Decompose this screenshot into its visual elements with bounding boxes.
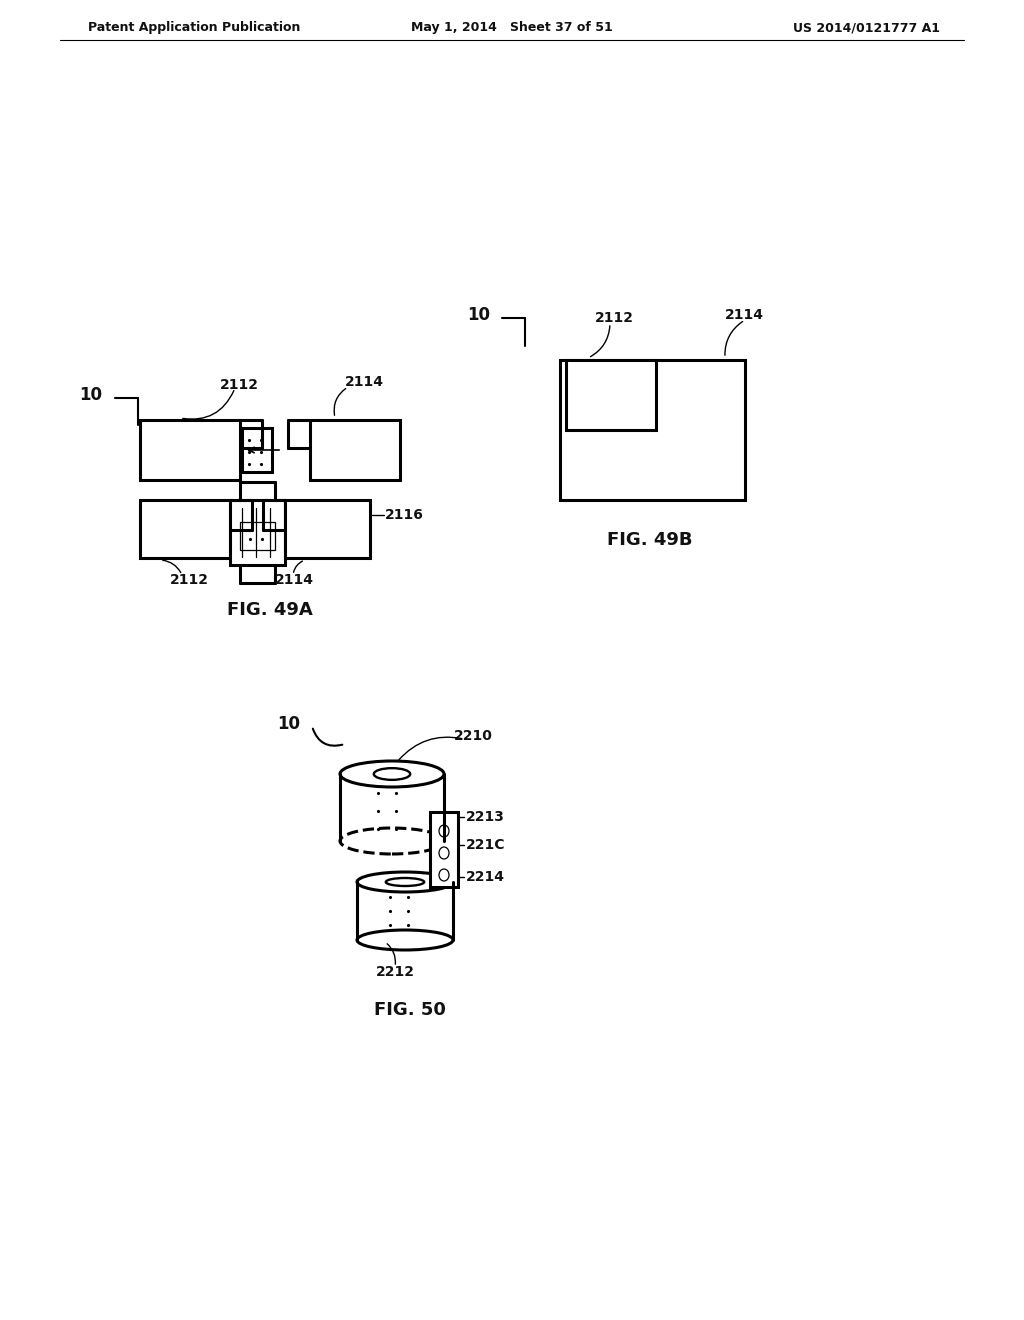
Text: 10: 10 — [467, 306, 490, 323]
Text: 2114: 2114 — [345, 375, 384, 389]
Text: US 2014/0121777 A1: US 2014/0121777 A1 — [793, 21, 940, 34]
Bar — [140, 500, 230, 558]
Bar — [240, 521, 275, 550]
Text: FIG. 49B: FIG. 49B — [607, 531, 693, 549]
Ellipse shape — [386, 878, 424, 886]
Text: 2213: 2213 — [466, 810, 505, 824]
Text: 2210: 2210 — [454, 729, 493, 743]
Text: FIG. 49A: FIG. 49A — [227, 601, 313, 619]
Ellipse shape — [439, 847, 449, 859]
Ellipse shape — [357, 873, 453, 892]
Bar — [430, 812, 458, 887]
Bar — [310, 420, 400, 480]
Text: 10: 10 — [278, 715, 300, 733]
Text: 2114: 2114 — [275, 573, 314, 587]
Text: 2212: 2212 — [376, 965, 415, 979]
Ellipse shape — [340, 762, 444, 787]
Text: Patent Application Publication: Patent Application Publication — [88, 21, 300, 34]
Ellipse shape — [439, 825, 449, 837]
Ellipse shape — [357, 931, 453, 950]
Bar — [285, 500, 370, 558]
Text: 2112: 2112 — [170, 573, 209, 587]
Text: 2112: 2112 — [595, 312, 634, 325]
Bar — [242, 428, 272, 473]
Text: 10: 10 — [79, 385, 102, 404]
Bar — [140, 420, 240, 480]
Bar — [566, 360, 656, 430]
Ellipse shape — [340, 828, 444, 854]
Text: FIG. 50: FIG. 50 — [374, 1001, 445, 1019]
Bar — [560, 360, 745, 500]
Text: May 1, 2014   Sheet 37 of 51: May 1, 2014 Sheet 37 of 51 — [411, 21, 613, 34]
Text: 2112: 2112 — [220, 378, 259, 392]
Text: 2114: 2114 — [725, 308, 764, 322]
Bar — [230, 500, 285, 565]
Text: 221C: 221C — [466, 838, 506, 851]
Text: 2116: 2116 — [385, 508, 424, 521]
Ellipse shape — [374, 768, 411, 780]
Text: 2214: 2214 — [466, 870, 505, 884]
Ellipse shape — [439, 869, 449, 880]
